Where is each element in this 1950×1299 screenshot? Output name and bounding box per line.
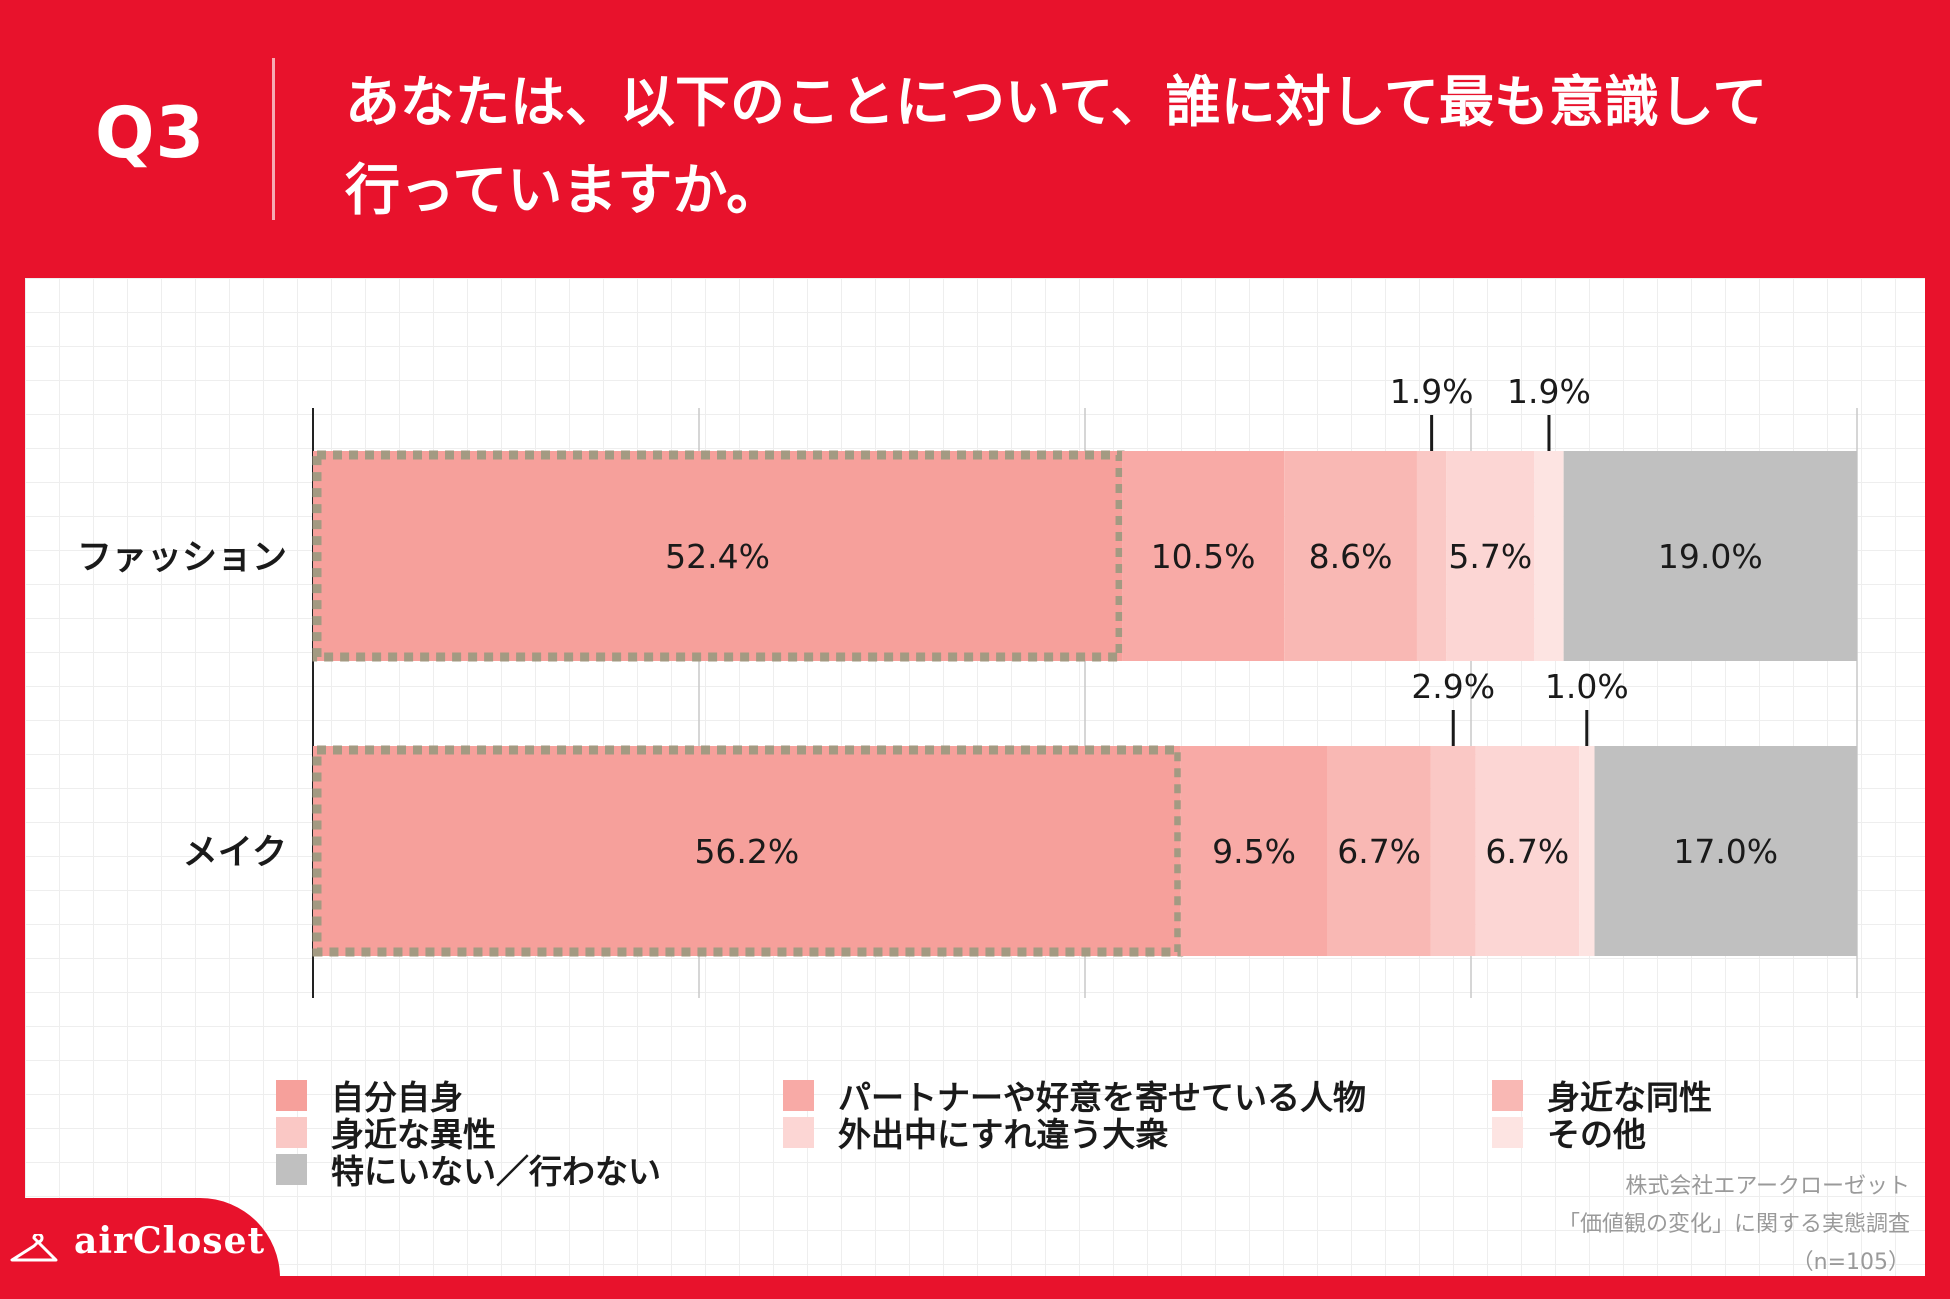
category-label: ファッション: [77, 538, 287, 578]
data-label: 1.9%: [1507, 372, 1591, 411]
brand-logo-text: airCloset: [74, 1220, 266, 1262]
bar-segment: [1579, 746, 1595, 956]
bar-segment: [313, 451, 1123, 661]
data-label: 1.9%: [1390, 372, 1474, 411]
bar-segment: [1284, 451, 1417, 661]
bar-segment: [1446, 451, 1535, 661]
header: Q3 あなたは、以下のことについて、誰に対して最も意識して 行っていますか。: [0, 0, 1950, 270]
data-label: 19.0%: [1658, 537, 1763, 576]
data-label: 8.6%: [1309, 537, 1393, 576]
highlight-frame: [312, 745, 1184, 957]
bar-segment: [1563, 451, 1857, 661]
brand-badge: airCloset: [0, 1198, 280, 1278]
question-title-line2: 行っていますか。: [345, 158, 782, 222]
bar-segment: [1534, 451, 1564, 661]
data-label: 5.7%: [1448, 537, 1532, 576]
data-label: 9.5%: [1212, 832, 1296, 871]
data-label: 17.0%: [1673, 832, 1778, 871]
bar-segment: [1122, 451, 1285, 661]
data-label: 10.5%: [1151, 537, 1256, 576]
category-label: メイク: [183, 833, 287, 873]
bar-segment: [313, 746, 1181, 956]
bar-segment: [1327, 746, 1431, 956]
data-label: 2.9%: [1411, 667, 1495, 706]
bar-segment: [1430, 746, 1476, 956]
bar-segment: [1416, 451, 1447, 661]
data-label: 6.7%: [1485, 832, 1569, 871]
bar-segment: [1594, 746, 1857, 956]
question-title: あなたは、以下のことについて、誰に対して最も意識して 行っていますか。: [345, 58, 1905, 234]
data-label: 52.4%: [665, 537, 770, 576]
source-company: 株式会社エアークローゼット: [1625, 1174, 1910, 1199]
bar-segment: [1475, 746, 1580, 956]
header-divider: [272, 58, 275, 220]
source-survey: 「価値観の変化」に関する実態調査: [1557, 1212, 1910, 1237]
data-label: 6.7%: [1337, 832, 1421, 871]
data-label: 56.2%: [694, 832, 799, 871]
question-label: Q3: [95, 92, 206, 174]
source-note: 株式会社エアークローゼット 「価値観の変化」に関する実態調査 （n=105）: [1558, 1168, 1910, 1282]
source-sample-size: （n=105）: [1791, 1250, 1910, 1275]
highlight-frame: [312, 450, 1125, 662]
hanger-icon: [10, 1234, 58, 1262]
bar-segment: [1180, 746, 1328, 956]
data-label: 1.0%: [1545, 667, 1629, 706]
question-title-line1: あなたは、以下のことについて、誰に対して最も意識して: [345, 70, 1768, 134]
